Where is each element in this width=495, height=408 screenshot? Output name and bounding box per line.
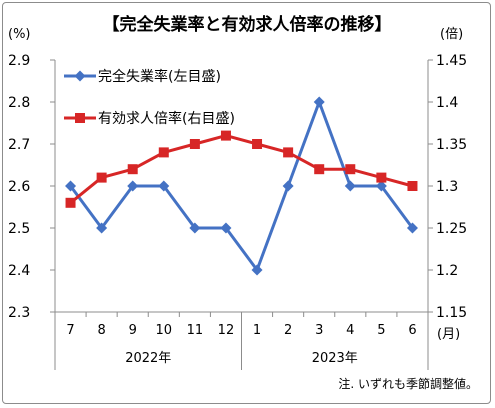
data-point — [407, 181, 418, 191]
left-tick-label: 2.3 — [8, 305, 30, 321]
data-point — [189, 222, 201, 234]
data-point — [220, 130, 231, 141]
right-axis-unit: (倍) — [440, 27, 463, 42]
data-point — [252, 139, 263, 149]
data-point — [345, 164, 356, 175]
right-tick-label: 1.15 — [436, 305, 467, 321]
x-tick-label: 9 — [129, 323, 137, 338]
x-tick-label: 8 — [97, 323, 105, 338]
year-label: 2023年 — [312, 351, 358, 366]
data-point — [65, 197, 76, 208]
x-tick-label: 2 — [284, 323, 292, 338]
data-point — [65, 180, 77, 192]
x-tick-label: 1 — [253, 323, 261, 338]
series-line — [69, 100, 414, 272]
x-tick-label: 4 — [346, 323, 354, 338]
x-tick-label: 7 — [66, 323, 74, 338]
left-tick-label: 2.8 — [8, 95, 30, 111]
left-tick-label: 2.5 — [8, 221, 30, 237]
data-point — [189, 139, 200, 149]
data-point — [283, 147, 294, 158]
left-tick-label: 2.6 — [8, 179, 30, 195]
x-axis-unit: (月) — [437, 327, 460, 342]
data-point — [96, 222, 108, 234]
left-tick-label: 2.9 — [8, 53, 30, 69]
right-tick-label: 1.25 — [436, 221, 467, 237]
x-tick-label: 5 — [377, 323, 385, 338]
data-point — [158, 180, 170, 192]
right-tick-label: 1.45 — [436, 53, 467, 69]
legend-label: 有効求人倍率(右目盛) — [98, 110, 235, 127]
data-point — [251, 264, 263, 276]
chart-note: 注. いずれも季節調整値。 — [338, 376, 478, 391]
data-point — [314, 164, 325, 175]
right-tick-label: 1.4 — [436, 95, 458, 111]
x-tick-label: 12 — [218, 323, 235, 338]
x-tick-label: 11 — [187, 323, 204, 338]
data-point — [158, 147, 169, 158]
left-tick-label: 2.4 — [8, 263, 30, 279]
right-tick-label: 1.3 — [436, 179, 458, 195]
year-label: 2022年 — [125, 351, 171, 366]
right-tick-label: 1.2 — [436, 263, 458, 279]
legend-marker — [75, 113, 85, 123]
chart-frame — [2, 2, 491, 404]
data-point — [220, 222, 232, 234]
data-point — [375, 180, 387, 192]
data-point — [344, 180, 356, 192]
left-tick-label: 2.7 — [8, 137, 30, 153]
x-tick-label: 6 — [408, 323, 416, 338]
chart-title: 【完全失業率と有効求人倍率の推移】 — [103, 14, 392, 35]
data-point — [282, 180, 294, 192]
data-point — [376, 172, 387, 183]
data-point — [127, 180, 139, 192]
series-line — [69, 134, 413, 204]
x-tick-label: 10 — [156, 323, 173, 338]
data-point — [96, 172, 107, 183]
legend-marker — [74, 70, 86, 82]
data-point — [406, 222, 418, 234]
legend-label: 完全失業率(左目盛) — [98, 68, 221, 85]
data-point — [313, 96, 325, 108]
x-tick-label: 3 — [315, 323, 323, 338]
left-axis-unit: (%) — [8, 27, 31, 42]
right-tick-label: 1.35 — [436, 137, 467, 153]
data-point — [127, 164, 138, 175]
